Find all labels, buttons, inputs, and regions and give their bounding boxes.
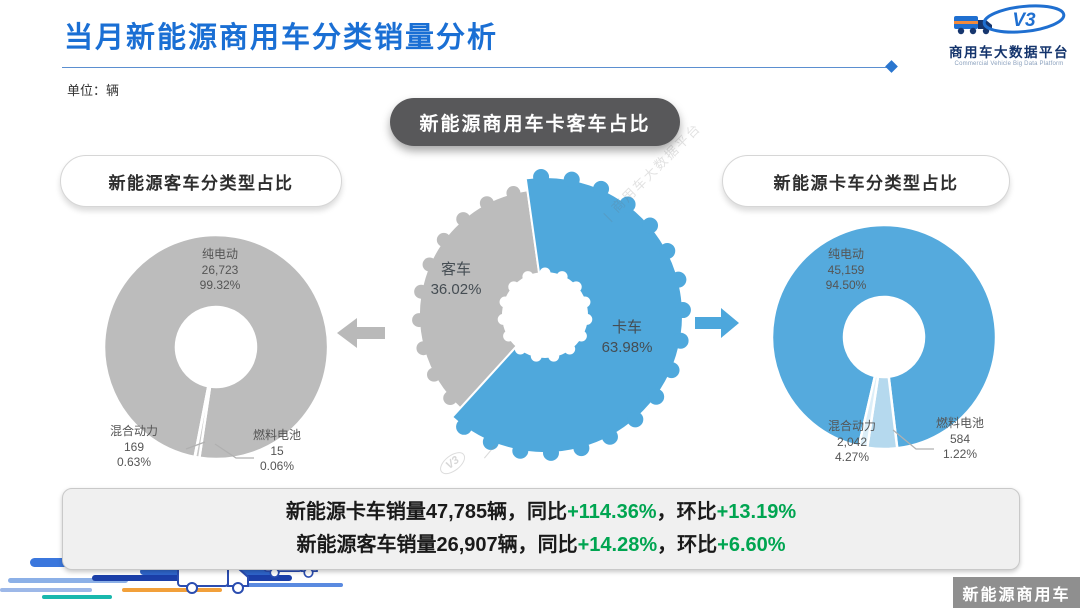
footer-badge: 新能源商用车 [953, 577, 1080, 608]
truck-bus-share-gear-chart [412, 169, 691, 461]
gear-truck-slice-label: 卡车 63.98% [601, 319, 653, 356]
truck-yoy-value: +114.36% [567, 501, 657, 523]
brand-logo: V3 商用车大数据平台 Commercial Vehicle Big Data … [942, 4, 1076, 67]
truck-mom-value: +13.19% [716, 501, 797, 523]
truck-pure-ev-label: 纯电动 45,159 94.50% [825, 247, 867, 292]
bus-fuel-cell-label: 燃料电池 15 0.06% [252, 428, 301, 473]
page-title: 当月新能源商用车分类销量分析 [64, 22, 499, 54]
left-chart-title-banner: 新能源客车分类型占比 [60, 155, 342, 207]
gear-bus-slice-label: 客车 36.02% [430, 261, 482, 298]
svg-text:V3: V3 [1012, 10, 1036, 31]
truck-hybrid-label: 混合动力 2,042 4.27% [827, 419, 876, 464]
title-underline [62, 67, 890, 68]
logo-en-text: Commercial Vehicle Big Data Platform [954, 61, 1064, 67]
bus-mom-value: +6.60% [717, 534, 786, 556]
bus-yoy-value: +14.28% [577, 534, 658, 556]
summary-box: 新能源卡车销量47,785辆，同比+114.36%，环比+13.19% 新能源客… [62, 488, 1020, 570]
bus-hybrid-label: 混合动力 169 0.63% [109, 424, 158, 469]
bus-pure-ev-label: 纯电动 26,723 99.32% [199, 247, 241, 292]
bus-type-donut-chart [102, 233, 330, 461]
logo-cn-text: 商用车大数据平台 [949, 45, 1069, 60]
title-underline-diamond-icon [885, 60, 898, 73]
summary-line-bus: 新能源客车销量26,907辆，同比+14.28%，环比+6.60% [296, 534, 786, 556]
center-chart-title-pill: 新能源商用车卡客车占比 [390, 98, 680, 146]
right-chart-title-banner: 新能源卡车分类型占比 [722, 155, 1010, 207]
unit-label: 单位：辆 [67, 83, 120, 98]
truck-fuel-cell-label: 燃料电池 584 1.22% [935, 416, 984, 461]
summary-line-truck: 新能源卡车销量47,785辆，同比+114.36%，环比+13.19% [285, 501, 797, 523]
v3-logo-icon: V3 [954, 4, 1066, 35]
truck-type-donut-chart [770, 223, 998, 451]
